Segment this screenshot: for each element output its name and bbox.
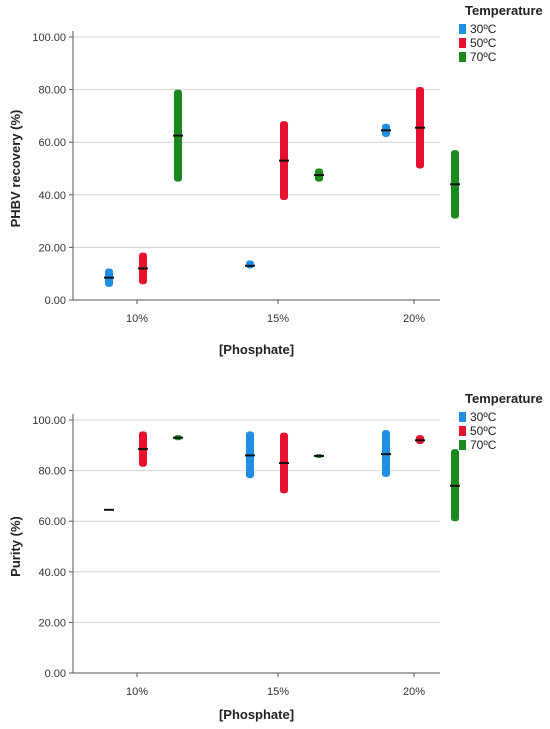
x-tick-label: 15% (267, 313, 289, 325)
y-tick-label: 80.00 (38, 466, 66, 478)
y-axis-title: PHBV recovery (%) (8, 110, 23, 228)
legend-label: 30ºC (470, 410, 497, 424)
x-tick-label: 20% (403, 686, 425, 698)
legend-swatch (459, 412, 466, 422)
legend-swatch (459, 52, 466, 62)
legend-label: 50ºC (470, 424, 497, 438)
y-tick-label: 40.00 (38, 190, 66, 202)
legend-swatch (459, 24, 466, 34)
y-tick-label: 60.00 (38, 516, 66, 528)
legend-label: 70ºC (470, 438, 497, 452)
x-tick-label: 15% (267, 686, 289, 698)
x-tick-label: 10% (126, 686, 148, 698)
chart-1: 0.00 20.00 40.00 60.00 80.00 100.00 10% 15% 20% [… (8, 3, 543, 357)
y-tick-label: 100.00 (32, 32, 66, 44)
legend-title: Temperature (465, 3, 543, 18)
y-tick-label: 0.00 (45, 295, 66, 307)
y-tick-label: 100.00 (32, 415, 66, 427)
y-tick-label: 40.00 (38, 567, 66, 579)
legend-label: 30ºC (470, 22, 497, 36)
y-tick-label: 20.00 (38, 617, 66, 629)
legend-swatch (459, 38, 466, 48)
y-tick-label: 80.00 (38, 85, 66, 97)
y-axis-title: Purity (%) (8, 516, 23, 577)
y-tick-label: 0.00 (45, 668, 66, 680)
y-tick-label: 20.00 (38, 242, 66, 254)
legend-label: 70ºC (470, 50, 497, 64)
chart-2: 0.00 20.00 40.00 60.00 80.00 100.00 10% 15% 20% [… (8, 391, 543, 722)
x-tick-label: 10% (126, 313, 148, 325)
legend-swatch (459, 440, 466, 450)
x-axis-title: [Phosphate] (219, 342, 294, 357)
x-tick-label: 20% (403, 313, 425, 325)
legend-label: 50ºC (470, 36, 497, 50)
legend-swatch (459, 426, 466, 436)
legend-title: Temperature (465, 391, 543, 406)
y-tick-label: 60.00 (38, 137, 66, 149)
range-bar-30C-15pct (246, 260, 254, 269)
x-axis-title: [Phosphate] (219, 707, 294, 722)
